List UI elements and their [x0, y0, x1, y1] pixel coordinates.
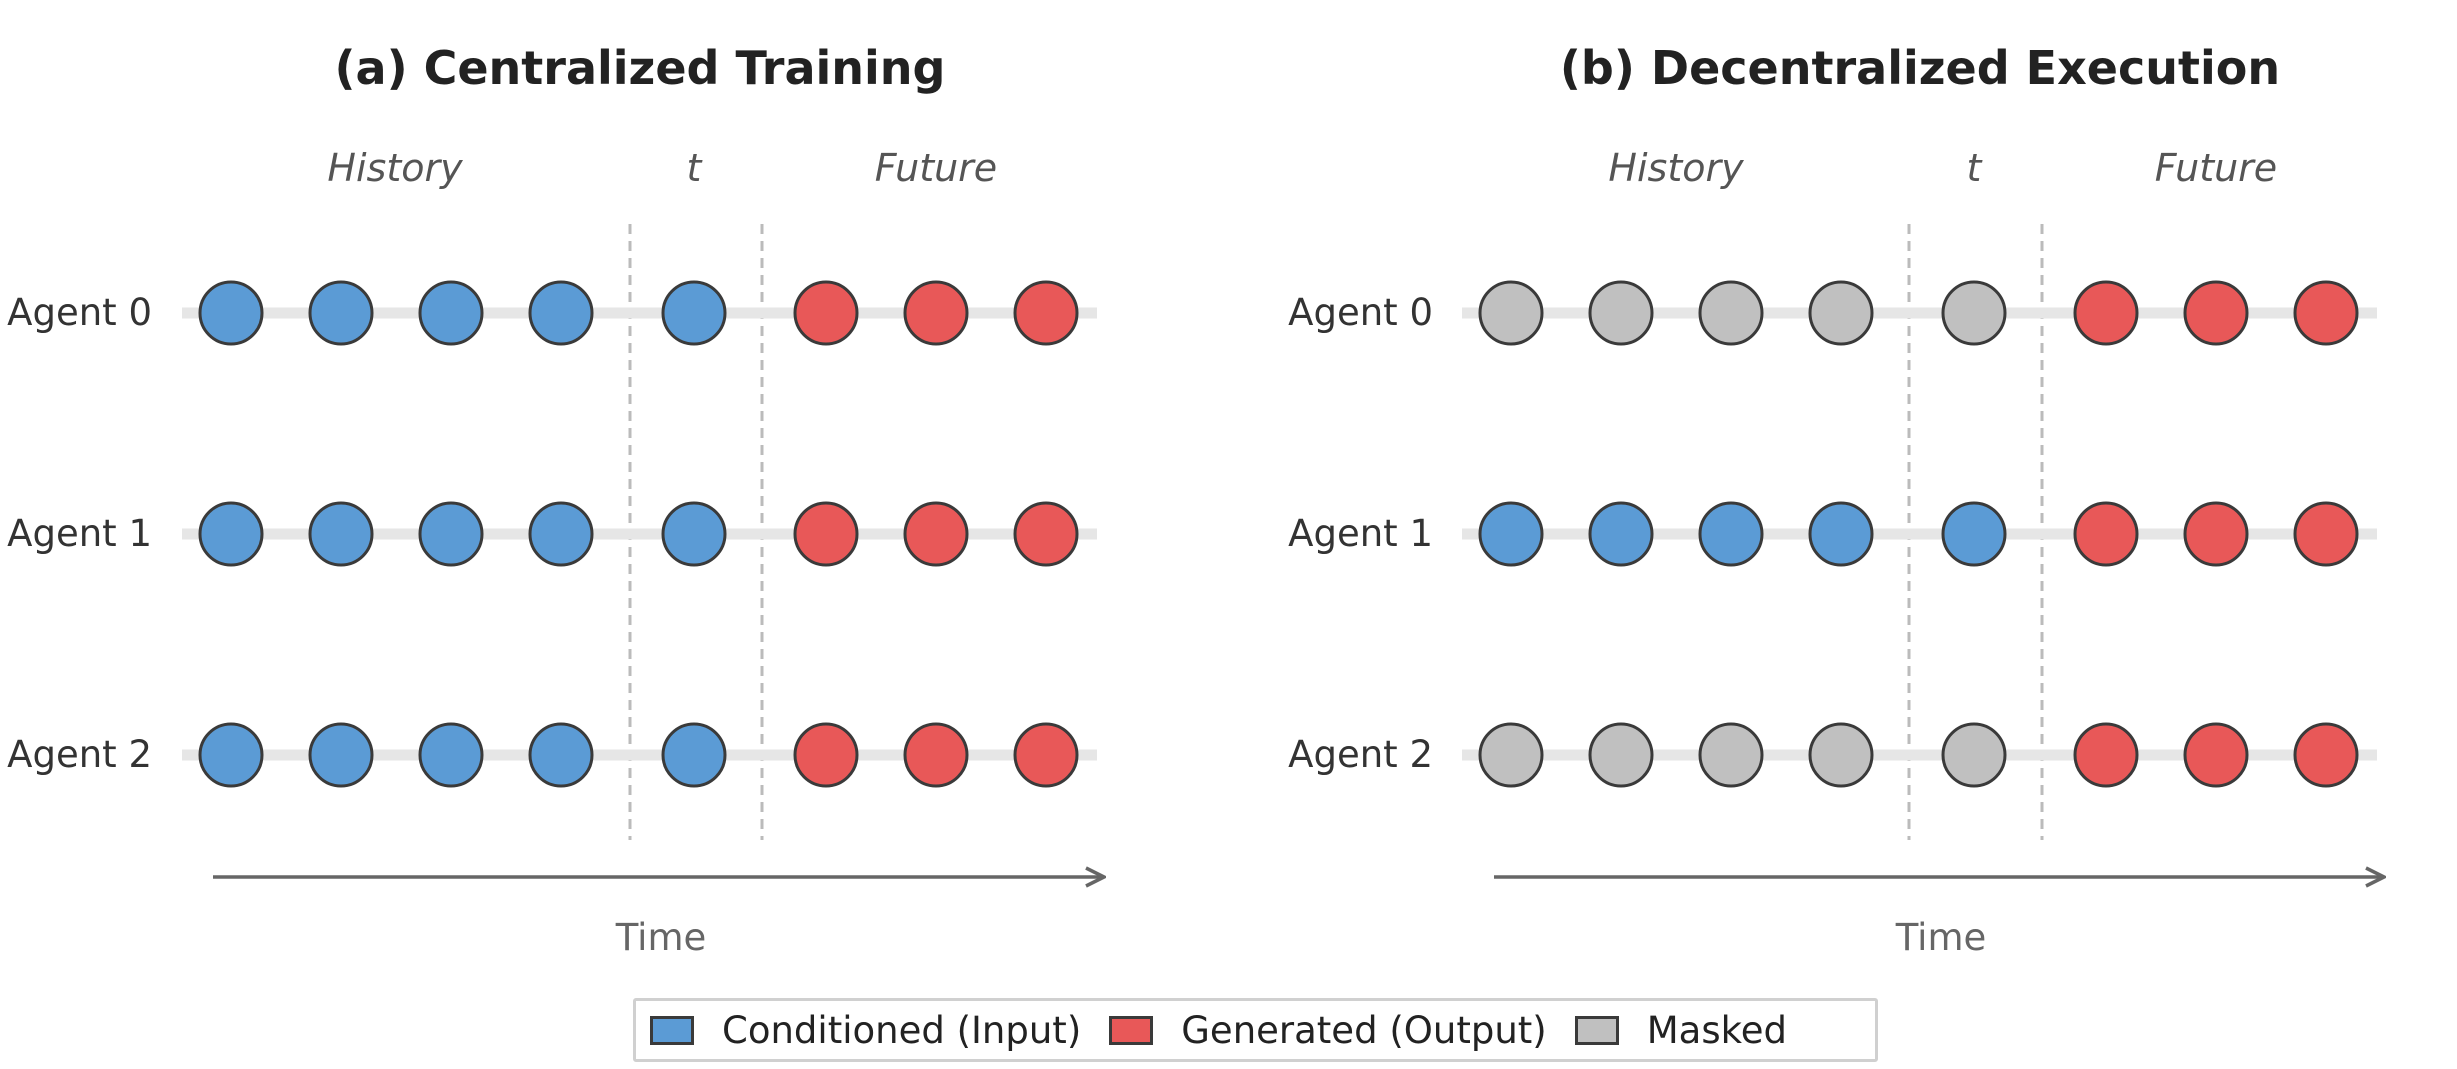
token-conditioned: [1808, 501, 1874, 567]
token-masked: [1808, 280, 1874, 346]
token-masked: [1941, 280, 2007, 346]
token-conditioned: [198, 280, 264, 346]
legend: Conditioned (Input) Generated (Output) M…: [633, 998, 1878, 1062]
agent-label: Agent 0: [7, 291, 152, 334]
legend-label: Conditioned (Input): [722, 1008, 1082, 1052]
panel-decentralized-execution: (b) Decentralized Execution History t Fu…: [1288, 41, 2384, 959]
token-row: [1478, 722, 2359, 788]
token-masked: [1698, 280, 1764, 346]
agent-row: Agent 2: [1288, 722, 2377, 788]
token-conditioned: [1478, 501, 1544, 567]
agent-label: Agent 1: [7, 512, 152, 555]
token-row: [198, 722, 1079, 788]
token-masked: [1588, 722, 1654, 788]
token-conditioned: [1698, 501, 1764, 567]
token-generated: [2073, 280, 2139, 346]
agent-label: Agent 2: [1288, 733, 1433, 776]
section-label-current: t: [687, 146, 704, 190]
token-conditioned: [1588, 501, 1654, 567]
agent-label: Agent 0: [1288, 291, 1433, 334]
section-label-future: Future: [875, 146, 997, 190]
token-conditioned: [418, 501, 484, 567]
token-conditioned: [308, 722, 374, 788]
token-generated: [2073, 722, 2139, 788]
token-conditioned: [418, 722, 484, 788]
section-label-future: Future: [2155, 146, 2277, 190]
token-row: [198, 280, 1079, 346]
token-conditioned: [418, 280, 484, 346]
token-masked: [1588, 280, 1654, 346]
time-axis-label: Time: [1895, 916, 1987, 959]
token-generated: [1013, 722, 1079, 788]
legend-swatch-masked: [1574, 1015, 1619, 1045]
token-conditioned: [661, 280, 727, 346]
token-generated: [2183, 280, 2249, 346]
token-masked: [1808, 722, 1874, 788]
section-label-history: History: [1608, 146, 1744, 190]
token-generated: [903, 280, 969, 346]
agent-row: Agent 0: [7, 280, 1097, 346]
token-conditioned: [528, 280, 594, 346]
token-conditioned: [661, 722, 727, 788]
panel-centralized-training: (a) Centralized Training History t Futur…: [7, 41, 1104, 959]
token-generated: [2183, 722, 2249, 788]
token-generated: [793, 501, 859, 567]
agent-row: Agent 2: [7, 722, 1097, 788]
token-generated: [793, 280, 859, 346]
legend-label: Generated (Output): [1181, 1008, 1547, 1052]
agent-row: Agent 1: [1288, 501, 2377, 567]
token-generated: [2073, 501, 2139, 567]
token-conditioned: [661, 501, 727, 567]
panel-title: (a) Centralized Training: [335, 41, 946, 95]
agent-row: Agent 1: [7, 501, 1097, 567]
token-conditioned: [198, 501, 264, 567]
token-generated: [2293, 280, 2359, 346]
agent-row: Agent 0: [1288, 280, 2377, 346]
legend-swatch-conditioned: [650, 1015, 694, 1045]
legend-item-generated: Generated (Output): [1109, 1008, 1547, 1052]
legend-item-conditioned: Conditioned (Input): [650, 1009, 1081, 1052]
token-generated: [2293, 722, 2359, 788]
token-row: [198, 501, 1079, 567]
legend-swatch-generated: [1109, 1015, 1154, 1045]
token-generated: [793, 722, 859, 788]
token-conditioned: [308, 501, 374, 567]
token-row: [1478, 280, 2359, 346]
token-generated: [1013, 280, 1079, 346]
token-conditioned: [308, 280, 374, 346]
token-masked: [1478, 280, 1544, 346]
panel-title: (b) Decentralized Execution: [1560, 41, 2280, 95]
legend-label: Masked: [1646, 1008, 1787, 1052]
token-masked: [1478, 722, 1544, 788]
section-label-history: History: [327, 146, 463, 190]
token-generated: [903, 501, 969, 567]
agent-label: Agent 2: [7, 733, 152, 776]
time-axis-label: Time: [615, 916, 707, 959]
token-generated: [2183, 501, 2249, 567]
token-generated: [1013, 501, 1079, 567]
token-generated: [2293, 501, 2359, 567]
token-row: [1478, 501, 2359, 567]
agent-label: Agent 1: [1288, 512, 1433, 555]
token-masked: [1941, 722, 2007, 788]
legend-item-masked: Masked: [1574, 1008, 1787, 1052]
token-conditioned: [528, 501, 594, 567]
token-conditioned: [528, 722, 594, 788]
token-generated: [903, 722, 969, 788]
section-label-current: t: [1967, 146, 1984, 190]
token-masked: [1698, 722, 1764, 788]
token-conditioned: [198, 722, 264, 788]
token-conditioned: [1941, 501, 2007, 567]
